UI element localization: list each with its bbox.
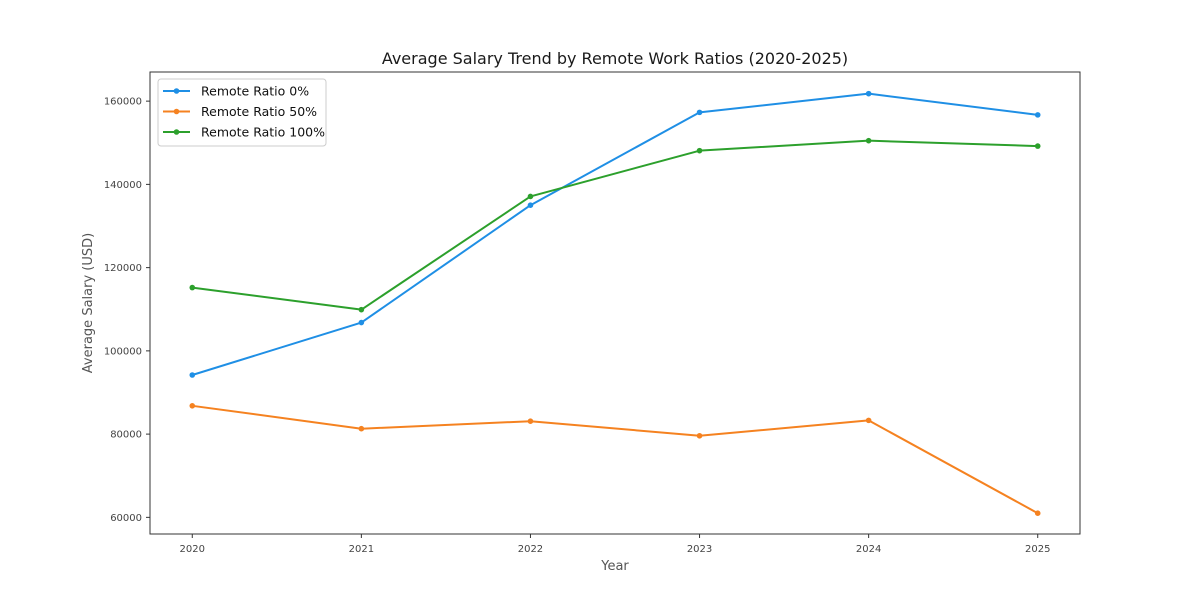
x-tick-label: 2023 — [687, 544, 712, 555]
chart-title: Average Salary Trend by Remote Work Rati… — [382, 49, 848, 68]
plot-area — [149, 71, 1081, 535]
y-tick-label: 160000 — [104, 97, 142, 108]
data-point-series-1 — [189, 372, 196, 378]
x-tick-label: 2022 — [518, 544, 543, 555]
data-point-series-3 — [527, 193, 534, 200]
data-point-series-2 — [865, 417, 872, 424]
legend-marker-2 — [173, 108, 180, 115]
series-layer — [189, 90, 1041, 516]
data-point-series-1 — [358, 319, 365, 326]
data-point-series-3 — [1034, 143, 1041, 149]
y-tick-label: 140000 — [104, 180, 142, 191]
data-point-series-2 — [189, 403, 196, 409]
data-point-series-3 — [696, 147, 703, 154]
x-axis-label: Year — [600, 559, 629, 574]
x-tick-label: 2024 — [856, 544, 881, 555]
series-line-3 — [192, 139, 1038, 311]
series-line-2 — [192, 404, 1039, 515]
x-tick-label: 2020 — [180, 544, 205, 555]
x-axis-ticks: 2020 2021 2022 2023 2024 2025 — [180, 534, 1050, 555]
y-tick-label: 80000 — [110, 430, 142, 441]
data-point-series-1 — [1034, 112, 1041, 118]
data-point-series-1 — [865, 90, 872, 97]
legend-label-1: Remote Ratio 0% — [201, 84, 309, 99]
y-tick-label: 100000 — [104, 346, 142, 357]
legend: Remote Ratio 0% Remote Ratio 50% Remote Ra… — [157, 78, 327, 147]
series-line-1 — [191, 92, 1038, 376]
legend-label-3: Remote Ratio 100% — [201, 125, 325, 140]
y-axis-ticks: 60000 80000 100000 120000 140000 160000 — [104, 97, 150, 524]
y-tick-label: 60000 — [110, 513, 142, 524]
data-point-series-1 — [527, 202, 534, 208]
data-point-series-3 — [358, 306, 365, 313]
data-point-series-1 — [696, 109, 703, 116]
data-point-series-3 — [865, 137, 872, 144]
legend-box — [157, 78, 327, 147]
legend-marker-3 — [173, 129, 180, 135]
legend-marker-1 — [173, 88, 180, 94]
y-tick-label: 120000 — [104, 263, 142, 274]
x-tick-label: 2021 — [349, 544, 374, 555]
x-tick-label: 2025 — [1025, 544, 1050, 555]
data-point-series-2 — [1034, 510, 1041, 516]
data-point-series-2 — [696, 432, 703, 439]
legend-label-2: Remote Ratio 50% — [201, 104, 317, 119]
data-point-series-2 — [358, 425, 365, 432]
data-point-series-2 — [527, 418, 534, 425]
data-point-series-3 — [189, 284, 196, 291]
y-axis-label: Average Salary (USD) — [81, 233, 96, 373]
